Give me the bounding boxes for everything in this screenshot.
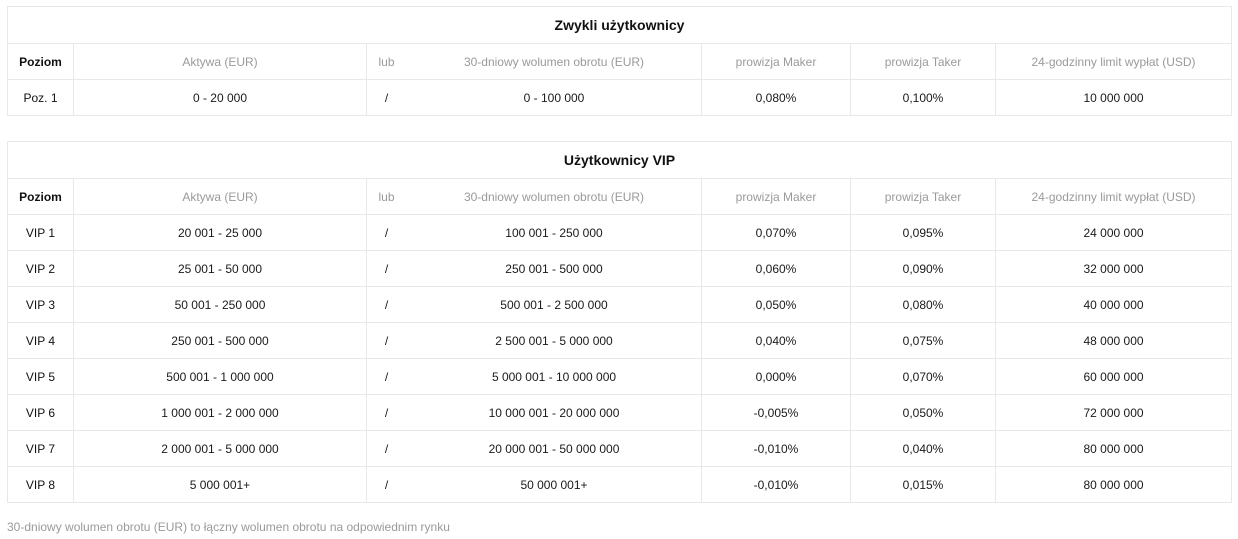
volume-cell: 2 500 001 - 5 000 000 [406, 322, 702, 359]
taker-fee-cell: 0,070% [850, 358, 996, 395]
column-header-maker: prowizja Maker [701, 43, 851, 80]
taker-fee-cell: 0,095% [850, 214, 996, 251]
or-cell: / [366, 358, 407, 395]
level-cell: VIP 2 [7, 250, 74, 287]
level-cell: VIP 3 [7, 286, 74, 323]
maker-fee-cell: 0,060% [701, 250, 851, 287]
maker-fee-cell: 0,080% [701, 79, 851, 116]
withdrawal-limit-cell: 80 000 000 [994, 466, 1233, 503]
column-header-taker: prowizja Taker [850, 178, 996, 215]
volume-cell: 5 000 001 - 10 000 000 [406, 358, 702, 395]
or-cell: / [366, 466, 407, 503]
volume-cell: 20 000 001 - 50 000 000 [406, 430, 702, 467]
assets-cell: 25 001 - 50 000 [73, 250, 367, 287]
regular-users-table: Zwykli użytkownicy Poziom Aktywa (EUR) l… [6, 6, 1233, 116]
column-header-volume: 30-dniowy wolumen obrotu (EUR) [406, 43, 702, 80]
maker-fee-cell: 0,050% [701, 286, 851, 323]
volume-cell: 250 001 - 500 000 [406, 250, 702, 287]
withdrawal-limit-cell: 32 000 000 [994, 250, 1233, 287]
taker-fee-cell: 0,050% [850, 394, 996, 431]
column-header-limit: 24-godzinny limit wypłat (USD) [994, 178, 1233, 215]
maker-fee-cell: -0,010% [701, 466, 851, 503]
or-cell: / [366, 286, 407, 323]
or-cell: / [366, 79, 407, 116]
regular-users-title: Zwykli użytkownicy [6, 6, 1233, 44]
or-cell: / [366, 250, 407, 287]
footnote: 30-dniowy wolumen obrotu (EUR) to łączny… [7, 520, 450, 534]
maker-fee-cell: -0,010% [701, 430, 851, 467]
column-header-taker: prowizja Taker [850, 43, 996, 80]
column-header-level: Poziom [7, 43, 74, 80]
table-row: VIP 5 500 001 - 1 000 000/5 000 001 - 10 … [7, 358, 1233, 395]
column-header-maker: prowizja Maker [701, 178, 851, 215]
assets-cell: 20 001 - 25 000 [73, 214, 367, 251]
withdrawal-limit-cell: 80 000 000 [994, 430, 1233, 467]
withdrawal-limit-cell: 72 000 000 [994, 394, 1233, 431]
assets-cell: 1 000 001 - 2 000 000 [73, 394, 367, 431]
taker-fee-cell: 0,015% [850, 466, 996, 503]
volume-cell: 50 000 001+ [406, 466, 702, 503]
volume-cell: 10 000 001 - 20 000 000 [406, 394, 702, 431]
or-cell: / [366, 214, 407, 251]
level-cell: VIP 6 [7, 394, 74, 431]
column-header-or: lub [366, 178, 407, 215]
or-cell: / [366, 394, 407, 431]
vip-users-table: Użytkownicy VIP Poziom Aktywa (EUR) lub … [6, 141, 1233, 503]
withdrawal-limit-cell: 24 000 000 [994, 214, 1233, 251]
withdrawal-limit-cell: 40 000 000 [994, 286, 1233, 323]
assets-cell: 250 001 - 500 000 [73, 322, 367, 359]
column-header-volume: 30-dniowy wolumen obrotu (EUR) [406, 178, 702, 215]
column-header-assets: Aktywa (EUR) [73, 43, 367, 80]
maker-fee-cell: 0,070% [701, 214, 851, 251]
assets-cell: 50 001 - 250 000 [73, 286, 367, 323]
column-header-limit: 24-godzinny limit wypłat (USD) [994, 43, 1233, 80]
vip-users-title: Użytkownicy VIP [6, 141, 1233, 179]
maker-fee-cell: 0,000% [701, 358, 851, 395]
column-header-or: lub [366, 43, 407, 80]
column-header-level: Poziom [7, 178, 74, 215]
taker-fee-cell: 0,040% [850, 430, 996, 467]
taker-fee-cell: 0,080% [850, 286, 996, 323]
withdrawal-limit-cell: 10 000 000 [994, 79, 1233, 116]
taker-fee-cell: 0,090% [850, 250, 996, 287]
assets-cell: 0 - 20 000 [73, 79, 367, 116]
level-cell: Poz. 1 [7, 79, 74, 116]
assets-cell: 2 000 001 - 5 000 000 [73, 430, 367, 467]
level-cell: VIP 7 [7, 430, 74, 467]
taker-fee-cell: 0,075% [850, 322, 996, 359]
taker-fee-cell: 0,100% [850, 79, 996, 116]
volume-cell: 0 - 100 000 [406, 79, 702, 116]
assets-cell: 500 001 - 1 000 000 [73, 358, 367, 395]
or-cell: / [366, 322, 407, 359]
level-cell: VIP 5 [7, 358, 74, 395]
table-row: VIP 1 20 001 - 25 000/100 001 - 250 000 0,… [7, 214, 1233, 251]
table-row: VIP 3 50 001 - 250 000/500 001 - 2 500 00… [7, 286, 1233, 323]
level-cell: VIP 1 [7, 214, 74, 251]
table-row: VIP 4 250 001 - 500 000/2 500 001 - 5 000… [7, 322, 1233, 359]
volume-cell: 100 001 - 250 000 [406, 214, 702, 251]
maker-fee-cell: -0,005% [701, 394, 851, 431]
maker-fee-cell: 0,040% [701, 322, 851, 359]
volume-cell: 500 001 - 2 500 000 [406, 286, 702, 323]
withdrawal-limit-cell: 60 000 000 [994, 358, 1233, 395]
assets-cell: 5 000 001+ [73, 466, 367, 503]
table-row: VIP 2 25 001 - 50 000/250 001 - 500 000 0,… [7, 250, 1233, 287]
level-cell: VIP 8 [7, 466, 74, 503]
level-cell: VIP 4 [7, 322, 74, 359]
column-header-assets: Aktywa (EUR) [73, 178, 367, 215]
or-cell: / [366, 430, 407, 467]
withdrawal-limit-cell: 48 000 000 [994, 322, 1233, 359]
